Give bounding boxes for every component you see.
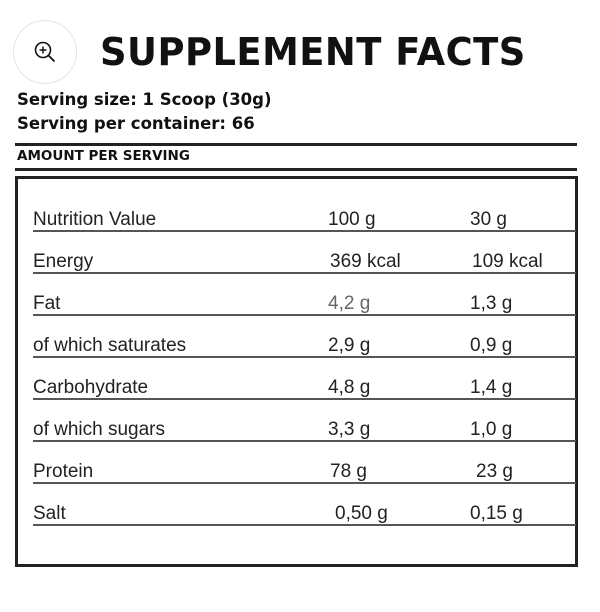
divider-top [15, 143, 577, 146]
row-name: of which sugars [33, 419, 166, 440]
zoom-button[interactable] [13, 20, 77, 84]
row-per-serving: 0,15 g [470, 503, 523, 524]
row-per-100g: 2,9 g [328, 335, 371, 356]
row-name: Salt [33, 503, 66, 524]
row-per-100g: 369 kcal [330, 251, 401, 272]
nutrition-table-box [15, 176, 578, 567]
row-per-serving: 23 g [476, 461, 513, 482]
header-per-serving: 30 g [470, 209, 507, 230]
table-row: Fat 4,2 g 1,3 g [33, 274, 576, 316]
row-name: of which saturates [33, 335, 187, 356]
row-per-serving: 1,4 g [470, 377, 513, 398]
table-row: Carbohydrate 4,8 g 1,4 g [33, 358, 576, 400]
table-row: Salt 0,50 g 0,15 g [33, 484, 576, 526]
table-row: of which sugars 3,3 g 1,0 g [33, 400, 576, 442]
row-per-100g: 3,3 g [328, 419, 371, 440]
row-name: Carbohydrate [33, 377, 149, 398]
row-per-serving: 1,3 g [470, 293, 513, 314]
table-header-row: Nutrition Value 100 g 30 g [33, 190, 576, 232]
row-per-100g: 4,8 g [328, 377, 371, 398]
row-name: Fat [33, 293, 61, 314]
row-per-100g: 78 g [330, 461, 367, 482]
row-per-100g: 0,50 g [335, 503, 388, 524]
row-per-100g: 4,2 g [328, 293, 371, 314]
row-per-serving: 1,0 g [470, 419, 513, 440]
divider-bottom [15, 168, 577, 171]
row-per-serving: 0,9 g [470, 335, 513, 356]
table-row: Energy 369 kcal 109 kcal [33, 232, 576, 274]
table-row: Protein 78 g 23 g [33, 442, 576, 484]
amount-per-serving-header: AMOUNT PER SERVING [17, 148, 190, 164]
page-title: SUPPLEMENT FACTS [100, 30, 526, 74]
row-name: Protein [33, 461, 94, 482]
row-per-serving: 109 kcal [472, 251, 543, 272]
header-per-100g: 100 g [328, 209, 376, 230]
serving-size: Serving size: 1 Scoop (30g) [17, 90, 272, 109]
table-row: of which saturates 2,9 g 0,9 g [33, 316, 576, 358]
servings-per-container: Serving per container: 66 [17, 114, 255, 133]
row-name: Energy [33, 251, 94, 272]
zoom-in-icon [34, 41, 55, 62]
header-nutrition-value: Nutrition Value [33, 209, 157, 230]
